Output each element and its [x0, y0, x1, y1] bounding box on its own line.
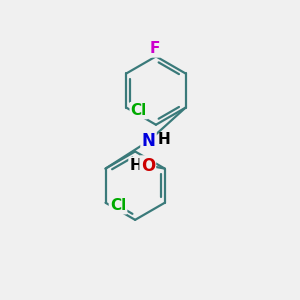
Text: H: H: [158, 132, 171, 147]
Text: O: O: [141, 157, 155, 175]
Text: N: N: [142, 132, 155, 150]
Text: H: H: [130, 158, 142, 173]
Text: Cl: Cl: [110, 198, 126, 213]
Text: Cl: Cl: [131, 103, 147, 118]
Text: F: F: [149, 41, 160, 56]
